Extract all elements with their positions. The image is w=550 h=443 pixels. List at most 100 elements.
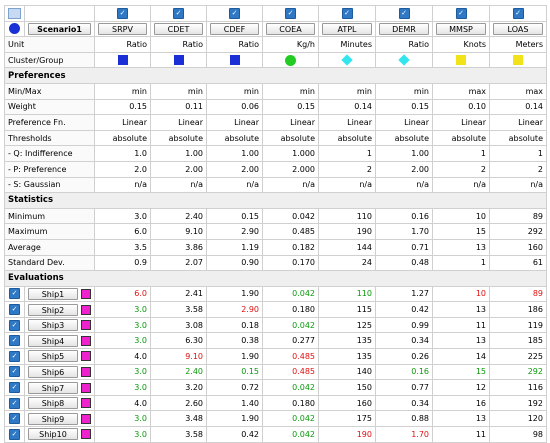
ship-value-cell[interactable]: 185 (489, 332, 547, 350)
ship-button[interactable]: Ship4 (28, 334, 78, 347)
ship-value-cell[interactable]: 13 (432, 301, 490, 318)
preference-row-value-cell[interactable]: 1.00 (150, 145, 207, 162)
cluster-cell[interactable] (262, 51, 319, 69)
ship-value-cell[interactable]: 0.42 (206, 426, 263, 443)
ship-value-cell[interactable]: 3.48 (150, 410, 207, 428)
preference-row-value-cell[interactable]: 2.000 (262, 160, 319, 178)
cluster-cell[interactable] (375, 51, 433, 69)
criterion-header-button[interactable]: MMSP (436, 22, 486, 35)
preference-row-value-cell[interactable]: 0.11 (150, 98, 207, 116)
ship-value-cell[interactable]: 175 (318, 410, 376, 428)
preference-row-value-cell[interactable]: Linear (262, 114, 319, 131)
cluster-square-icon[interactable] (229, 55, 240, 66)
ship-value-cell[interactable]: 3.08 (150, 316, 207, 334)
preference-row-value-cell[interactable]: n/a (94, 176, 151, 194)
cluster-cell[interactable] (206, 51, 263, 69)
preference-row-value-cell[interactable]: 0.15 (262, 98, 319, 116)
ship-value-cell[interactable]: 4.0 (94, 394, 151, 412)
scenario-button[interactable]: Scenario1 (28, 22, 91, 35)
ship-value-cell[interactable]: 1.27 (375, 285, 433, 303)
preference-row-value-cell[interactable]: Linear (150, 114, 207, 131)
ship-value-cell[interactable]: 119 (489, 316, 547, 334)
ship-value-cell[interactable]: 0.18 (206, 316, 263, 334)
preference-row-value-cell[interactable]: absolute (318, 129, 376, 147)
ship-value-cell[interactable]: 6.0 (94, 285, 151, 303)
ship-color-swatch[interactable] (81, 288, 91, 299)
ship-button[interactable]: Ship2 (28, 303, 78, 316)
ship-color-swatch[interactable] (81, 413, 91, 424)
preference-row-value-cell[interactable]: 2 (489, 160, 547, 178)
ship-color-swatch[interactable] (81, 335, 91, 346)
preference-row-value-cell[interactable]: 1 (318, 145, 376, 162)
preference-row-value-cell[interactable]: 2 (432, 160, 490, 178)
ship-button[interactable]: Ship6 (28, 365, 78, 378)
ship-value-cell[interactable]: 3.58 (150, 301, 207, 318)
ship-button[interactable]: Ship3 (28, 319, 78, 332)
preference-row-value-cell[interactable]: n/a (262, 176, 319, 194)
criterion-checkbox[interactable] (117, 7, 128, 19)
ship-value-cell[interactable]: 135 (318, 348, 376, 365)
ship-value-cell[interactable]: 13 (432, 332, 490, 350)
preference-row-value-cell[interactable]: min (94, 82, 151, 100)
preference-row-value-cell[interactable]: 2.00 (206, 160, 263, 178)
preference-row-value-cell[interactable]: max (432, 82, 490, 100)
preference-row-value-cell[interactable]: n/a (318, 176, 376, 194)
ship-color-swatch[interactable] (81, 351, 91, 362)
ship-value-cell[interactable]: 3.58 (150, 426, 207, 443)
ship-value-cell[interactable]: 3.20 (150, 379, 207, 396)
preference-row-value-cell[interactable]: Linear (206, 114, 263, 131)
criterion-header-button[interactable]: LOAS (493, 22, 543, 35)
ship-value-cell[interactable]: 89 (489, 285, 547, 303)
criterion-checkbox[interactable] (512, 7, 524, 19)
ship-value-cell[interactable]: 186 (489, 301, 547, 318)
ship-value-cell[interactable]: 0.26 (375, 348, 433, 365)
criterion-header-button[interactable]: COEA (266, 22, 315, 35)
ship-value-cell[interactable]: 225 (489, 348, 547, 365)
ship-value-cell[interactable]: 190 (318, 426, 376, 443)
ship-color-swatch[interactable] (81, 366, 91, 377)
ship-checkbox[interactable] (9, 428, 20, 440)
ship-value-cell[interactable]: 14 (432, 348, 490, 365)
cluster-cell[interactable] (318, 51, 376, 69)
preference-row-value-cell[interactable]: 2.0 (94, 160, 151, 178)
ship-color-swatch[interactable] (81, 320, 91, 331)
preference-row-value-cell[interactable]: n/a (375, 176, 433, 194)
ship-value-cell[interactable]: 120 (489, 410, 547, 428)
preference-row-value-cell[interactable]: absolute (150, 129, 207, 147)
ship-value-cell[interactable]: 0.180 (262, 394, 319, 412)
ship-value-cell[interactable]: 1.90 (206, 410, 263, 428)
preference-row-value-cell[interactable]: min (375, 82, 433, 100)
ship-value-cell[interactable]: 116 (489, 379, 547, 396)
ship-button[interactable]: Ship1 (28, 287, 78, 300)
preference-row-value-cell[interactable]: min (150, 82, 207, 100)
ship-value-cell[interactable]: 0.88 (375, 410, 433, 428)
preference-row-value-cell[interactable]: Linear (375, 114, 433, 131)
criterion-checkbox[interactable] (173, 7, 184, 19)
ship-checkbox[interactable] (9, 366, 20, 378)
ship-color-swatch[interactable] (81, 382, 91, 393)
ship-value-cell[interactable]: 192 (489, 394, 547, 412)
preference-row-value-cell[interactable]: Linear (94, 114, 151, 131)
preference-row-value-cell[interactable]: absolute (432, 129, 490, 147)
preference-row-value-cell[interactable]: 1.000 (262, 145, 319, 162)
corner-cell[interactable] (4, 5, 25, 22)
ship-value-cell[interactable]: 1.40 (206, 394, 263, 412)
ship-value-cell[interactable]: 13 (432, 410, 490, 428)
ship-value-cell[interactable]: 16 (432, 394, 490, 412)
ship-value-cell[interactable]: 0.42 (375, 301, 433, 318)
ship-value-cell[interactable]: 135 (318, 332, 376, 350)
preference-row-value-cell[interactable]: 1.00 (206, 145, 263, 162)
ship-value-cell[interactable]: 0.99 (375, 316, 433, 334)
ship-value-cell[interactable]: 0.485 (262, 363, 319, 381)
preference-row-value-cell[interactable]: absolute (206, 129, 263, 147)
ship-value-cell[interactable]: 3.0 (94, 301, 151, 318)
ship-value-cell[interactable]: 292 (489, 363, 547, 381)
ship-checkbox[interactable] (9, 319, 20, 331)
preference-row-value-cell[interactable]: 1 (432, 145, 490, 162)
criterion-checkbox[interactable] (229, 7, 240, 19)
criterion-header-button[interactable]: CDEF (210, 22, 259, 35)
ship-checkbox[interactable] (9, 397, 20, 409)
ship-value-cell[interactable]: 160 (318, 394, 376, 412)
preference-row-value-cell[interactable]: 0.15 (94, 98, 151, 116)
ship-value-cell[interactable]: 3.0 (94, 379, 151, 396)
